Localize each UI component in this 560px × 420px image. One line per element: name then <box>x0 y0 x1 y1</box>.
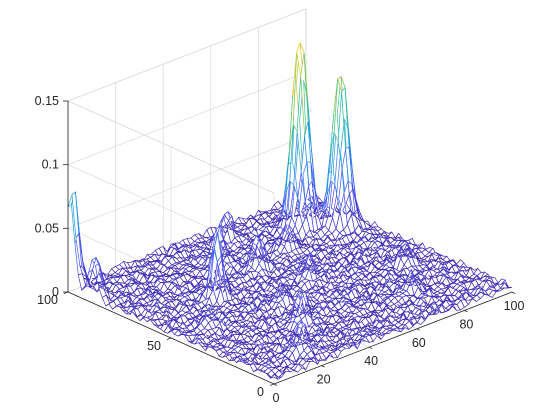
x-tick-label: 100 <box>504 299 525 313</box>
x-tick <box>464 310 468 313</box>
axis-lines <box>63 100 516 386</box>
x-tick <box>321 365 325 368</box>
mesh-cell <box>504 282 513 289</box>
grid-line-z <box>67 136 307 229</box>
y-tick-label: 50 <box>147 339 161 353</box>
y-tick <box>269 383 275 386</box>
x-tick-label: 60 <box>412 336 426 350</box>
y-tick-label: 0 <box>257 385 264 399</box>
grid-line-z <box>67 72 307 165</box>
x-tick <box>416 328 420 331</box>
x-tick-label: 0 <box>273 391 280 405</box>
z-tick-label: 0 <box>52 285 59 299</box>
x-tick <box>273 383 278 386</box>
y-tick <box>166 337 172 340</box>
x-axis-line <box>273 291 513 385</box>
x-tick <box>511 291 516 294</box>
grid-line-z <box>67 8 307 102</box>
z-tick-label: 0.1 <box>42 158 59 172</box>
x-tick <box>369 346 373 350</box>
x-tick-label: 40 <box>364 354 378 368</box>
mesh-cell <box>370 220 379 228</box>
z-tick-label: 0.05 <box>35 221 59 235</box>
x-tick-label: 20 <box>317 373 331 387</box>
surface-mesh <box>67 41 513 381</box>
x-tick-label: 80 <box>459 317 473 331</box>
z-tick-label: 0.15 <box>35 94 59 108</box>
y-tick-label: 100 <box>37 293 58 307</box>
